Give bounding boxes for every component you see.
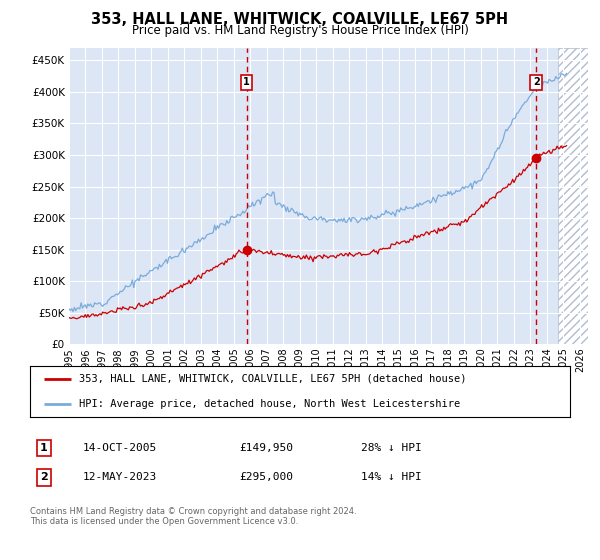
Text: 2: 2 <box>533 77 539 87</box>
Text: 12-MAY-2023: 12-MAY-2023 <box>82 473 157 482</box>
Bar <box>559 48 588 344</box>
Text: 2: 2 <box>40 473 47 482</box>
Text: Contains HM Land Registry data © Crown copyright and database right 2024.
This d: Contains HM Land Registry data © Crown c… <box>30 507 356 526</box>
Text: Price paid vs. HM Land Registry's House Price Index (HPI): Price paid vs. HM Land Registry's House … <box>131 24 469 36</box>
Text: 14-OCT-2005: 14-OCT-2005 <box>82 443 157 453</box>
Text: 1: 1 <box>40 443 47 453</box>
Text: 28% ↓ HPI: 28% ↓ HPI <box>361 443 422 453</box>
Text: 1: 1 <box>243 77 250 87</box>
Text: 14% ↓ HPI: 14% ↓ HPI <box>361 473 422 482</box>
Text: 353, HALL LANE, WHITWICK, COALVILLE, LE67 5PH (detached house): 353, HALL LANE, WHITWICK, COALVILLE, LE6… <box>79 374 466 384</box>
Text: HPI: Average price, detached house, North West Leicestershire: HPI: Average price, detached house, Nort… <box>79 399 460 409</box>
Text: 353, HALL LANE, WHITWICK, COALVILLE, LE67 5PH: 353, HALL LANE, WHITWICK, COALVILLE, LE6… <box>91 12 509 27</box>
Text: £295,000: £295,000 <box>240 473 294 482</box>
Text: £149,950: £149,950 <box>240 443 294 453</box>
